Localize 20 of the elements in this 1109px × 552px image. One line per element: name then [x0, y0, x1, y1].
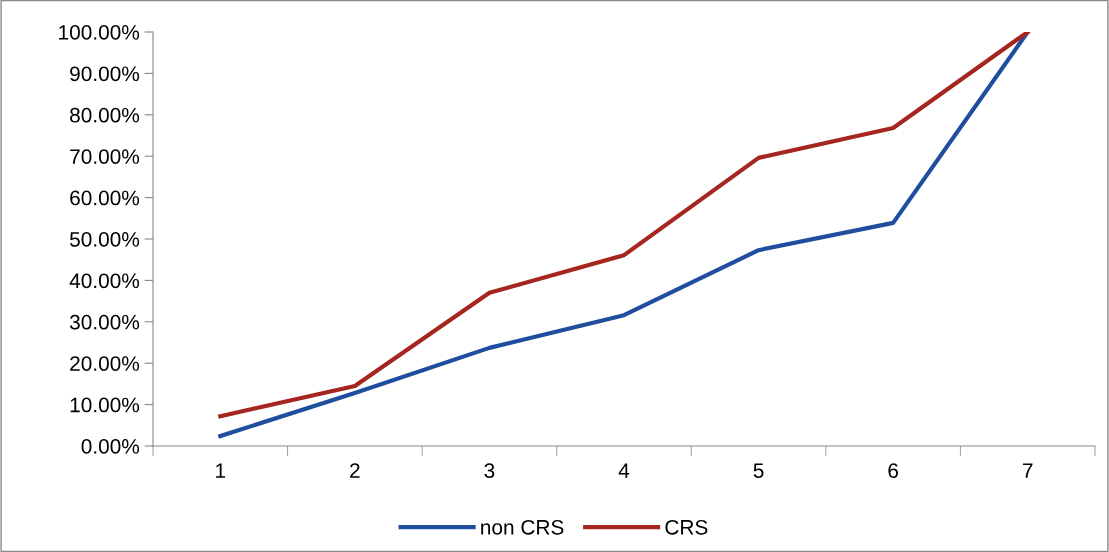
y-tick-label: 20.00% — [70, 356, 140, 371]
y-tick-label: 60.00% — [70, 190, 140, 206]
legend-label: non CRS — [481, 519, 564, 535]
x-tick-label: 1 — [216, 463, 226, 478]
x-tick-label: 7 — [1022, 463, 1033, 478]
x-tick-label: 5 — [753, 463, 764, 478]
x-tick-label: 2 — [350, 463, 360, 478]
y-tick-label: 90.00% — [70, 66, 140, 82]
y-tick-label: 40.00% — [69, 273, 140, 289]
y-tick-label: 100.00% — [59, 25, 140, 40]
x-tick-label: 6 — [888, 463, 899, 478]
x-tick-label: 3 — [484, 463, 495, 478]
y-tick-label: 50.00% — [69, 232, 140, 247]
y-tick-label: 0.00% — [81, 439, 140, 454]
y-tick-label: 10.00% — [70, 397, 140, 413]
legend-label: CRS — [665, 519, 708, 535]
y-tick-label: 80.00% — [70, 107, 140, 123]
x-tick-label: 4 — [618, 463, 630, 478]
y-tick-label: 30.00% — [69, 314, 140, 330]
y-tick-label: 70.00% — [70, 149, 140, 164]
